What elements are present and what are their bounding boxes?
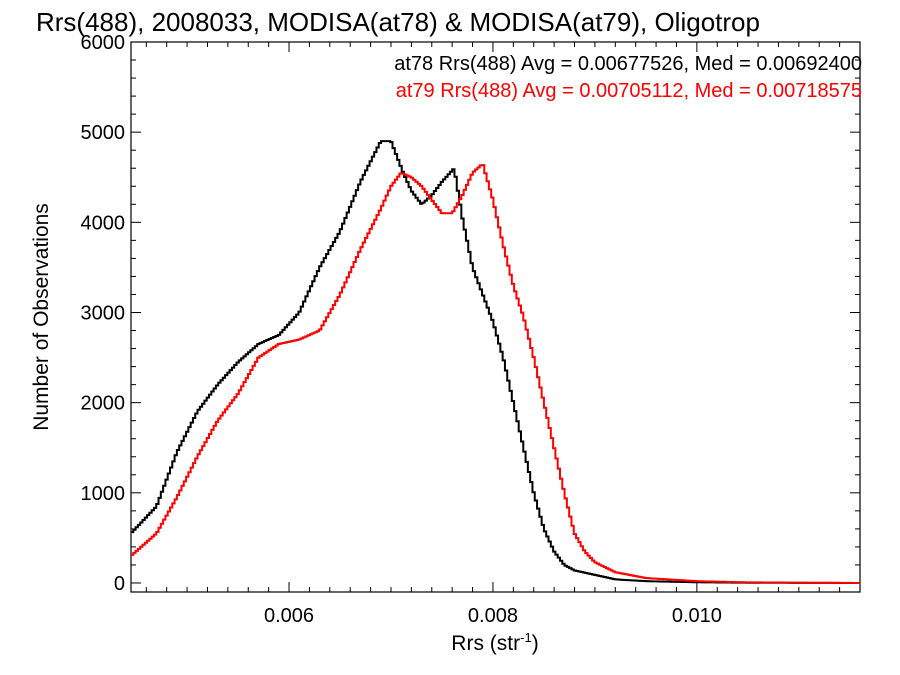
y-tick-label: 6000 (81, 32, 126, 54)
x-tick-label: 0.010 (672, 605, 722, 627)
x-axis-label-main: Rrs (str (451, 632, 520, 655)
plot-area-border (130, 41, 861, 593)
x-axis-label-superscript: -1 (520, 630, 532, 645)
y-axis-label: Number of Observations (30, 203, 53, 431)
series-at79-line (131, 164, 860, 584)
series-group (131, 140, 860, 584)
annotation-at79: at79 Rrs(488) Avg = 0.00705112, Med = 0.… (396, 80, 862, 102)
x-axis-label: Rrs (str-1) (451, 630, 538, 655)
plot-frame (130, 41, 861, 593)
y-tick-label: 3000 (81, 302, 126, 324)
y-tick-label: 4000 (81, 212, 126, 234)
y-tick-label: 0 (114, 573, 125, 595)
chart-title: Rrs(488), 2008033, MODISA(at78) & MODISA… (36, 7, 760, 37)
y-tick-label: 1000 (81, 483, 126, 505)
y-tick-label: 2000 (81, 393, 126, 415)
x-tick-label: 0.008 (468, 605, 518, 627)
x-axis-label-close: ) (532, 632, 539, 655)
x-tick-label: 0.006 (264, 605, 314, 627)
y-tick-label: 5000 (81, 122, 126, 144)
axis-ticks (131, 41, 860, 592)
y-tick-labels: 0 1000 2000 3000 4000 5000 6000 (81, 32, 126, 595)
annotation-at78: at78 Rrs(488) Avg = 0.00677526, Med = 0.… (394, 53, 862, 75)
x-tick-labels: 0.006 0.008 0.010 (264, 605, 722, 627)
